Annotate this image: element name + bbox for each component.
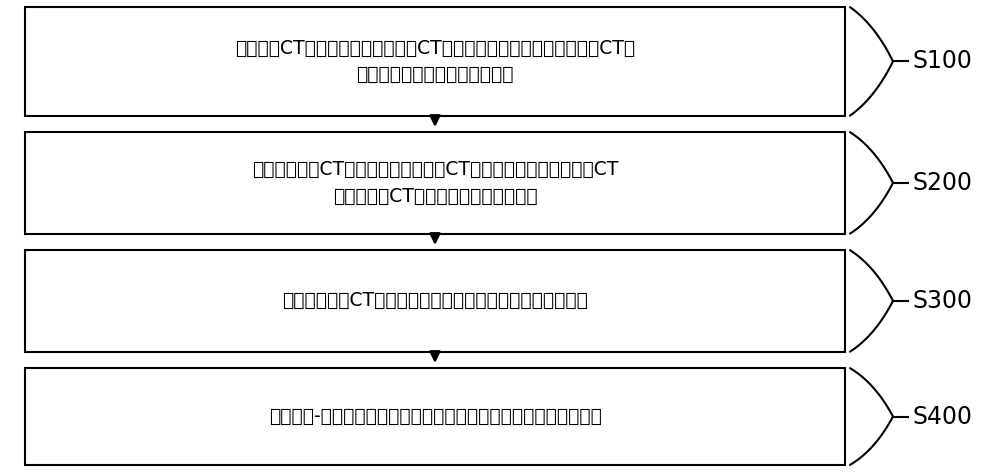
Text: S100: S100 <box>913 50 973 73</box>
Bar <box>25 132 845 234</box>
Bar <box>25 250 845 352</box>
Text: S300: S300 <box>913 289 973 313</box>
Text: S400: S400 <box>913 405 973 429</box>
Text: 根据所述增广CT图像训练深度学习网络，得到病灶分割模型: 根据所述增广CT图像训练深度学习网络，得到病灶分割模型 <box>282 291 588 311</box>
Text: 基于教师-学生模型的自学习策略优化所述病灶分割模型的分割精度: 基于教师-学生模型的自学习策略优化所述病灶分割模型的分割精度 <box>269 407 601 426</box>
Bar <box>25 368 845 465</box>
Text: 根据所述样本CT影像的可信度，进行CT影像的配对，并生成增广CT
影像，所述CT图像为仅含有病灶的图像: 根据所述样本CT影像的可信度，进行CT影像的配对，并生成增广CT 影像，所述CT… <box>252 160 618 206</box>
Text: 获取样本CT影像，并计算所述样本CT影像的可信度，其中，所述样本CT影
像包括有标注图像和无标注图像: 获取样本CT影像，并计算所述样本CT影像的可信度，其中，所述样本CT影 像包括有… <box>235 39 635 84</box>
Bar <box>25 7 845 116</box>
Text: S200: S200 <box>913 171 973 195</box>
